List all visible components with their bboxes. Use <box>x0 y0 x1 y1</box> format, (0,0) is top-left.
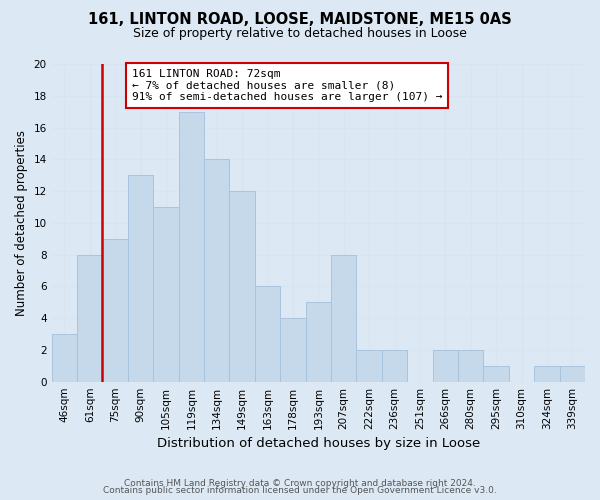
Bar <box>560 366 585 382</box>
Bar <box>52 334 77 382</box>
Bar <box>484 366 509 382</box>
Bar <box>204 160 229 382</box>
Bar <box>305 302 331 382</box>
Bar <box>331 254 356 382</box>
Bar <box>103 238 128 382</box>
Bar <box>382 350 407 382</box>
Bar <box>179 112 204 382</box>
Y-axis label: Number of detached properties: Number of detached properties <box>15 130 28 316</box>
Bar <box>77 254 103 382</box>
Text: Contains public sector information licensed under the Open Government Licence v3: Contains public sector information licen… <box>103 486 497 495</box>
Bar <box>153 207 179 382</box>
Bar <box>356 350 382 382</box>
Bar <box>280 318 305 382</box>
Text: 161 LINTON ROAD: 72sqm
← 7% of detached houses are smaller (8)
91% of semi-detac: 161 LINTON ROAD: 72sqm ← 7% of detached … <box>131 69 442 102</box>
Bar <box>255 286 280 382</box>
X-axis label: Distribution of detached houses by size in Loose: Distribution of detached houses by size … <box>157 437 480 450</box>
Bar <box>433 350 458 382</box>
Bar <box>128 175 153 382</box>
Bar <box>458 350 484 382</box>
Text: 161, LINTON ROAD, LOOSE, MAIDSTONE, ME15 0AS: 161, LINTON ROAD, LOOSE, MAIDSTONE, ME15… <box>88 12 512 28</box>
Bar <box>534 366 560 382</box>
Text: Size of property relative to detached houses in Loose: Size of property relative to detached ho… <box>133 28 467 40</box>
Bar <box>229 191 255 382</box>
Text: Contains HM Land Registry data © Crown copyright and database right 2024.: Contains HM Land Registry data © Crown c… <box>124 478 476 488</box>
